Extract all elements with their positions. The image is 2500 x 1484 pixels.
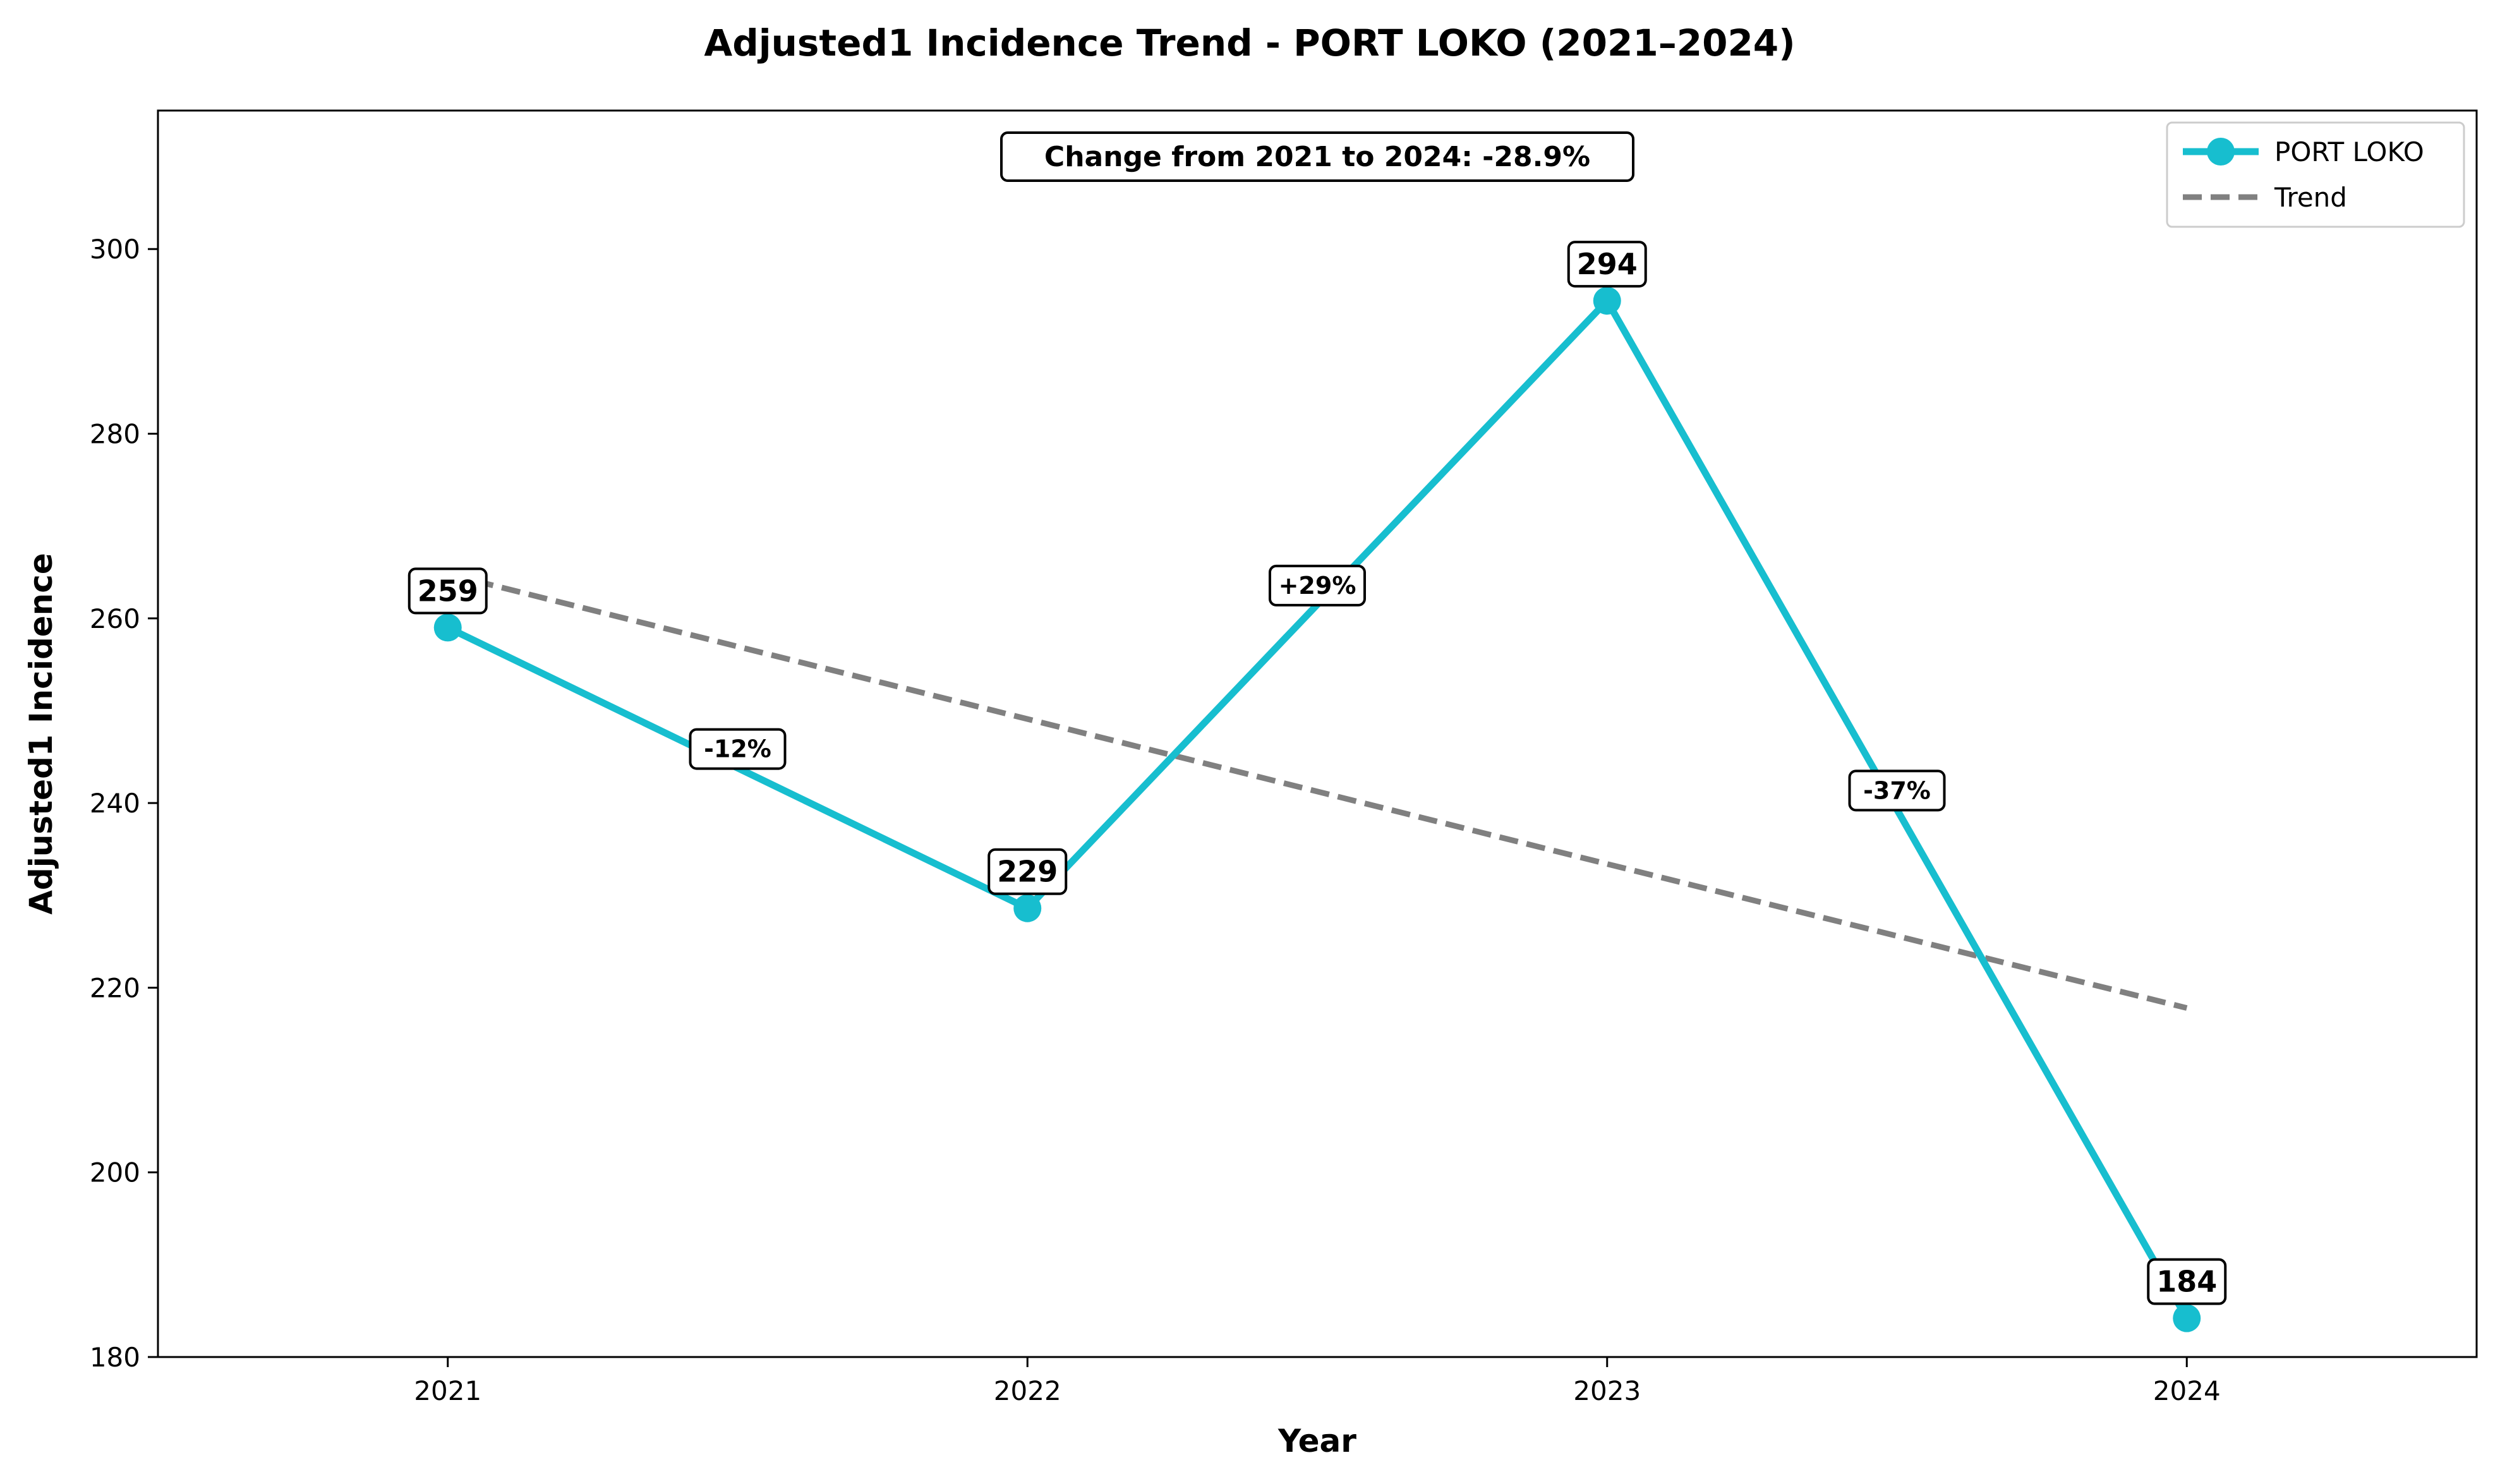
y-tick-label: 260 (90, 603, 140, 634)
x-tick-label: 2024 (2153, 1375, 2221, 1406)
change-label-box (1848, 769, 1946, 812)
change-annotation: Change from 2021 to 2024: -28.9% (1044, 141, 1590, 173)
x-axis: 2021 2022 2023 2024 (414, 1357, 2221, 1406)
data-point (1593, 287, 1621, 315)
point-label-box (987, 848, 1068, 895)
point-label: 294 (1567, 241, 1647, 288)
trend-line (447, 571, 2188, 1011)
point-label-text: 229 (997, 855, 1058, 889)
point-label: 259 (408, 567, 488, 615)
change-label-text: -37% (1863, 776, 1931, 804)
change-label-box (1269, 564, 1366, 606)
chart-title: Adjusted1 Incidence Trend - PORT LOKO (2… (704, 21, 1795, 64)
change-annotation-box (1000, 131, 1634, 182)
change-label-box (689, 728, 787, 770)
point-label-box (408, 567, 488, 615)
annotation: Change from 2021 to 2024: -28.9% (1000, 131, 1634, 182)
y-tick-label: 180 (90, 1342, 140, 1373)
point-label-box (1567, 241, 1647, 288)
y-tick-label: 280 (90, 419, 140, 450)
change-label: -37% (1848, 769, 1946, 812)
y-axis: 180 200 220 240 260 280 300 (90, 234, 158, 1373)
x-axis-label: Year (1277, 1423, 1356, 1459)
data-labels: 259 229 294 184 -12% +29% -37% (408, 241, 2227, 1305)
plot-area (157, 109, 2478, 1358)
legend: PORT LOKO Trend (2166, 121, 2465, 228)
point-label-text: 259 (418, 574, 478, 608)
data-point (2173, 1304, 2201, 1332)
point-label-text: 184 (2156, 1265, 2217, 1299)
point-label-text: 294 (1577, 247, 1638, 281)
y-tick-label: 240 (90, 788, 140, 819)
point-label: 229 (987, 848, 1068, 895)
y-tick-label: 200 (90, 1157, 140, 1188)
change-label: -12% (689, 728, 787, 770)
change-label-text: -12% (704, 735, 771, 763)
legend-label-trend: Trend (2274, 182, 2347, 213)
y-tick-label: 300 (90, 234, 140, 265)
legend-label-port-loko: PORT LOKO (2274, 136, 2424, 167)
change-label: +29% (1269, 564, 1366, 606)
x-tick-label: 2023 (1573, 1375, 1641, 1406)
x-tick-label: 2022 (994, 1375, 1061, 1406)
change-label-text: +29% (1279, 572, 1356, 600)
y-tick-label: 220 (90, 972, 140, 1003)
y-axis-label: Adjusted1 Incidence (23, 553, 59, 915)
data-point (433, 613, 462, 642)
legend-marker-port-loko (2207, 138, 2235, 166)
data-point (1013, 894, 1042, 922)
point-label: 184 (2147, 1258, 2227, 1305)
point-label-box (2147, 1258, 2227, 1305)
x-tick-label: 2021 (414, 1375, 481, 1406)
